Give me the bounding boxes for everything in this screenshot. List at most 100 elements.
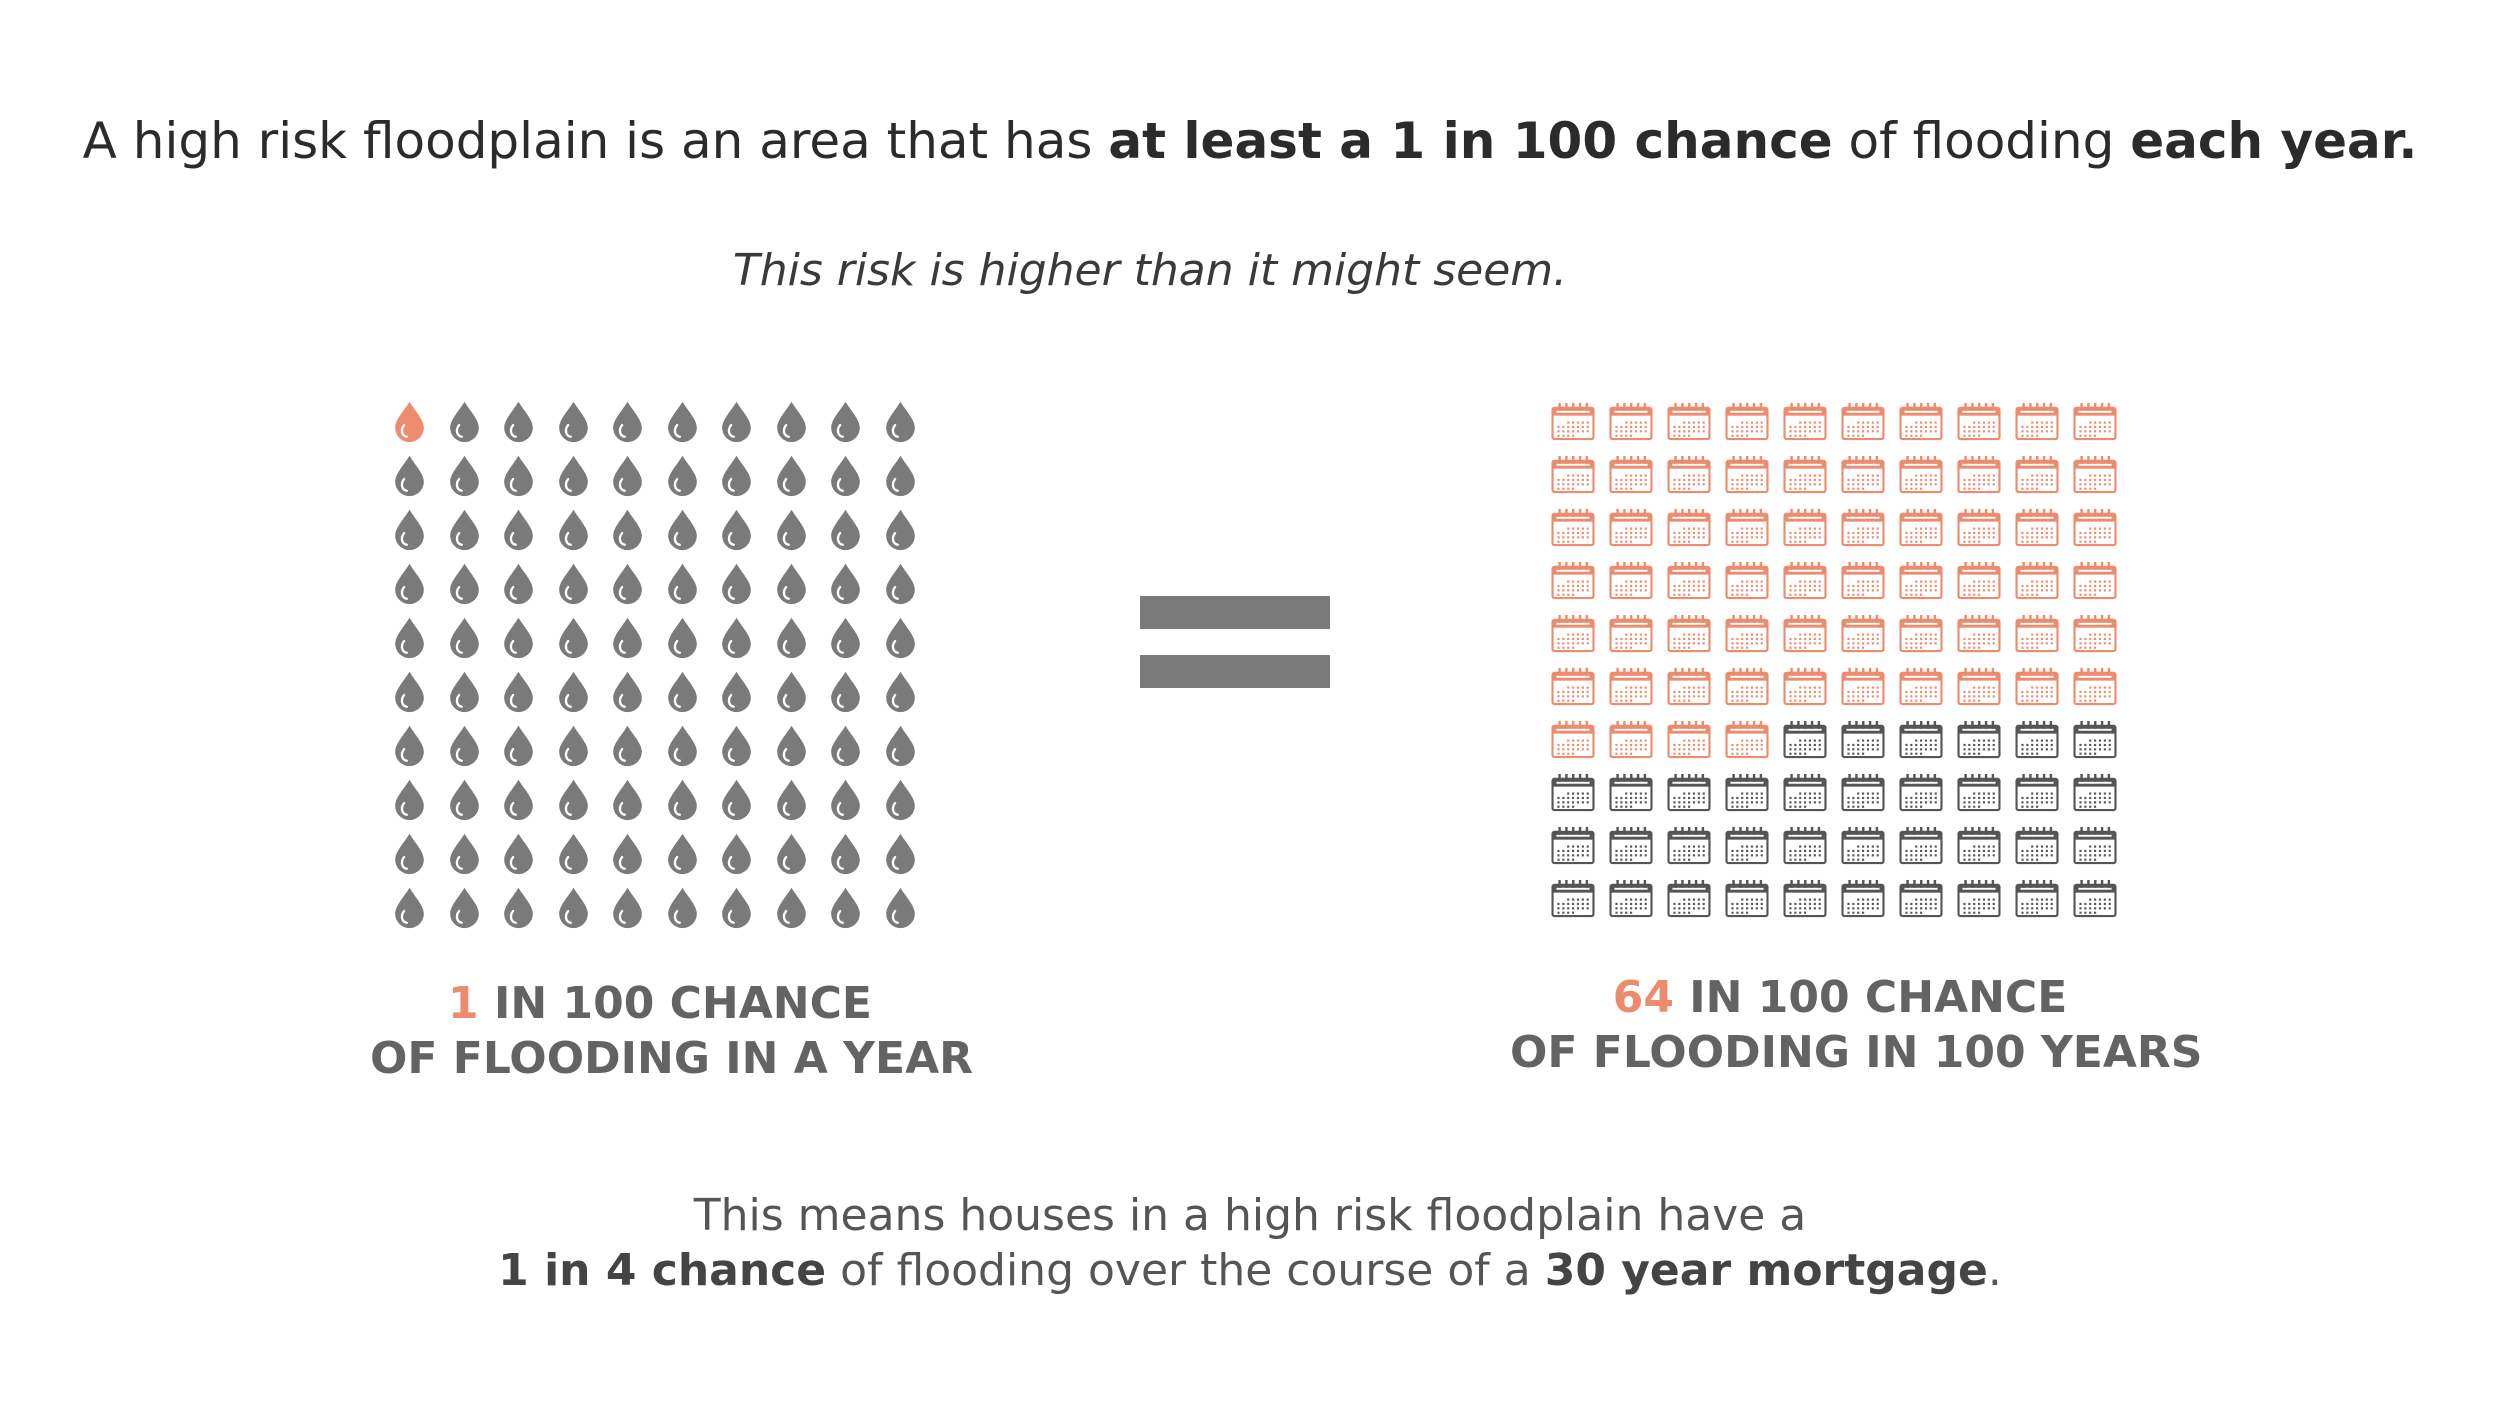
- calendar-icon: [1609, 826, 1653, 865]
- calendar-icon: [2073, 720, 2117, 759]
- water-drop-icon: [504, 455, 533, 497]
- water-drop-icon: [885, 833, 915, 875]
- water-drop-icon: [776, 617, 806, 659]
- water-drop-icon: [722, 833, 751, 875]
- water-drop-icon: [776, 887, 806, 929]
- calendar-icon: [2073, 455, 2117, 494]
- calendar-icon: [1899, 508, 1943, 547]
- water-drop-icon: [449, 563, 479, 605]
- calendar-icon: [1841, 826, 1885, 865]
- left-caption-rest: IN 100 CHANCE: [478, 978, 872, 1029]
- calendar-icon: [1551, 561, 1595, 600]
- calendar-icon: [1957, 561, 2001, 600]
- calendar-icon: [1841, 561, 1885, 600]
- calendar-icon: [1551, 508, 1595, 547]
- calendar-icon: [1725, 720, 1769, 759]
- water-drop-icon: [504, 833, 533, 875]
- water-drop-icon: [885, 563, 915, 605]
- water-drop-icon: [613, 833, 642, 875]
- calendar-icon: [1551, 455, 1595, 494]
- calendar-icon: [2073, 879, 2117, 918]
- calendar-icon: [1667, 614, 1711, 653]
- calendar-icon: [1783, 667, 1827, 706]
- water-drop-icon: [667, 779, 697, 821]
- right-caption-line-2: OF FLOODING IN 100 YEARS: [1510, 1027, 2203, 1078]
- water-drop-icon: [395, 617, 424, 659]
- calendar-icon: [2015, 826, 2059, 865]
- calendar-icon: [1841, 455, 1885, 494]
- calendar-icon: [2015, 879, 2059, 918]
- calendar-icon: [1783, 720, 1827, 759]
- water-drop-icon: [831, 725, 860, 767]
- calendar-icon: [1551, 667, 1595, 706]
- right-caption: 64 IN 100 CHANCE OF FLOODING IN 100 YEAR…: [1510, 970, 2203, 1080]
- water-drop-icon: [831, 779, 860, 821]
- water-drop-icon: [722, 509, 751, 551]
- water-drop-icon: [667, 725, 697, 767]
- water-drop-icon: [776, 455, 806, 497]
- water-drop-icon: [449, 509, 479, 551]
- water-drop-icon: [885, 671, 915, 713]
- calendar-icon: [2073, 561, 2117, 600]
- calendar-icon: [1725, 402, 1769, 441]
- water-drop-icon: [558, 617, 588, 659]
- water-drop-icon: [613, 617, 642, 659]
- left-caption-line-2: OF FLOODING IN A YEAR: [370, 1033, 974, 1084]
- water-drop-icon: [667, 455, 697, 497]
- calendar-icon: [1783, 561, 1827, 600]
- water-drop-icon: [885, 401, 915, 443]
- calendar-icon: [1841, 508, 1885, 547]
- calendar-icon: [2015, 455, 2059, 494]
- calendar-icon: [1609, 879, 1653, 918]
- water-drop-icon: [776, 401, 806, 443]
- calendar-icon: [1667, 561, 1711, 600]
- water-drop-icon: [449, 617, 479, 659]
- water-drop-icon: [558, 833, 588, 875]
- water-drop-icon: [395, 833, 424, 875]
- calendar-icon: [1551, 402, 1595, 441]
- footer-end: .: [1987, 1245, 2002, 1296]
- calendar-icon: [1841, 402, 1885, 441]
- calendar-icon: [2073, 614, 2117, 653]
- calendar-icon: [1609, 720, 1653, 759]
- calendar-icon: [1667, 402, 1711, 441]
- calendar-icon: [1957, 402, 2001, 441]
- calendar-icon: [1725, 826, 1769, 865]
- right-caption-line-1: 64 IN 100 CHANCE: [1510, 970, 2170, 1025]
- calendar-icon: [1899, 773, 1943, 812]
- left-caption: 1 IN 100 CHANCE OF FLOODING IN A YEAR: [370, 976, 974, 1086]
- water-drop-icon: [449, 671, 479, 713]
- calendar-icon: [1551, 826, 1595, 865]
- footer-mid: of flooding over the course of a: [826, 1245, 1545, 1296]
- calendar-icon: [1783, 614, 1827, 653]
- calendar-icon: [2015, 561, 2059, 600]
- water-drop-icon: [667, 671, 697, 713]
- calendar-icon: [1609, 402, 1653, 441]
- water-drop-icon: [831, 671, 860, 713]
- calendar-icon: [1783, 773, 1827, 812]
- water-drop-icon: [558, 725, 588, 767]
- water-drop-icon: [613, 725, 642, 767]
- water-drop-icon: [722, 455, 751, 497]
- water-drop-icon: [667, 401, 697, 443]
- calendar-icon: [2073, 826, 2117, 865]
- calendar-icon: [1899, 826, 1943, 865]
- water-drop-icon: [722, 671, 751, 713]
- calendar-icon: [1725, 455, 1769, 494]
- calendar-icon: [1609, 455, 1653, 494]
- calendar-icon: [1783, 455, 1827, 494]
- water-drop-icon: [504, 509, 533, 551]
- water-drop-icon: [504, 671, 533, 713]
- calendar-icon: [1551, 879, 1595, 918]
- calendar-icon: [1783, 879, 1827, 918]
- calendar-icon: [1725, 667, 1769, 706]
- water-drop-icon: [558, 887, 588, 929]
- water-drop-icon: [558, 563, 588, 605]
- calendar-icon: [1783, 508, 1827, 547]
- water-drop-icon: [449, 887, 479, 929]
- water-drop-icon: [613, 455, 642, 497]
- water-drop-icon: [885, 455, 915, 497]
- footer-bold-2: 30 year mortgage: [1544, 1245, 1988, 1296]
- calendar-icon: [1667, 667, 1711, 706]
- footer-line-2: 1 in 4 chance of flooding over the cours…: [0, 1243, 2500, 1298]
